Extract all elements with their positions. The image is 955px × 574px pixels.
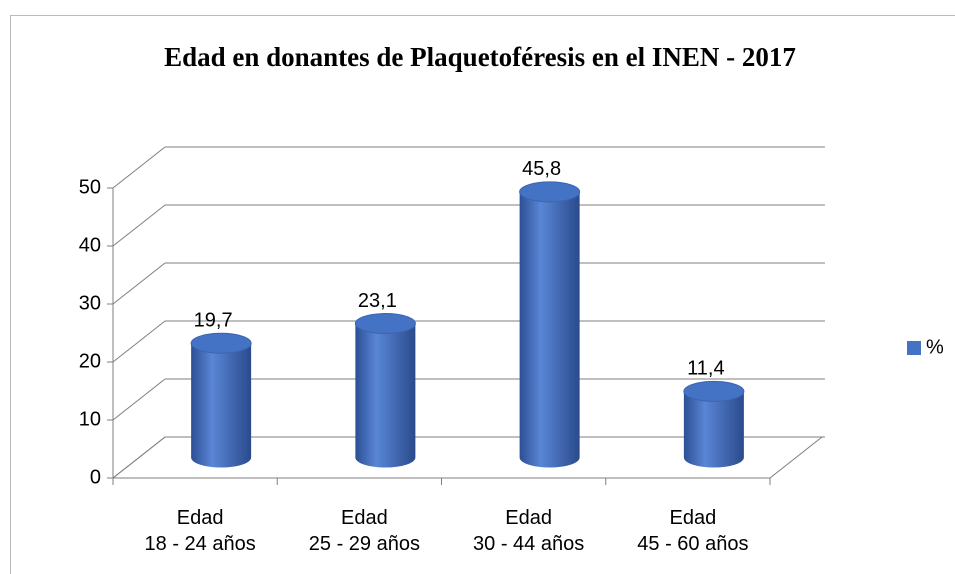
data-label: 19,7 [194,310,233,332]
chart-border [10,15,955,574]
grid-line [112,378,166,421]
bar [355,313,416,468]
data-label: 11,4 [687,358,724,380]
bar-top [683,380,745,402]
bar [191,333,252,468]
y-tick-label: 20 [79,350,101,372]
grid-line [112,436,166,479]
grid-line [112,262,166,305]
chart-title: Edad en donantes de Plaquetoféresis en e… [164,42,796,72]
x-tick-label: Edad 18 - 24 años [144,507,256,555]
grid-line [112,320,166,363]
legend-label: % [926,336,944,358]
y-tick-label: 10 [79,408,101,430]
grid-line [112,204,166,247]
grid-line [112,146,166,189]
y-tick-label: 40 [79,234,101,256]
x-tick-label: Edad 30 - 44 años [473,507,585,555]
y-tick-label: 50 [79,176,101,198]
bar-top [354,313,416,335]
y-tick-label: 30 [79,292,101,314]
x-tick-label: Edad 45 - 60 años [637,507,749,555]
bar-top [519,181,581,203]
bar [683,381,744,468]
bar [519,181,580,468]
legend-swatch [907,341,921,355]
data-label: 45,8 [522,158,561,180]
bar-top [190,332,252,354]
y-tick-label: 0 [90,466,101,488]
x-tick-label: Edad 25 - 29 años [308,507,420,555]
data-label: 23,1 [358,290,397,312]
